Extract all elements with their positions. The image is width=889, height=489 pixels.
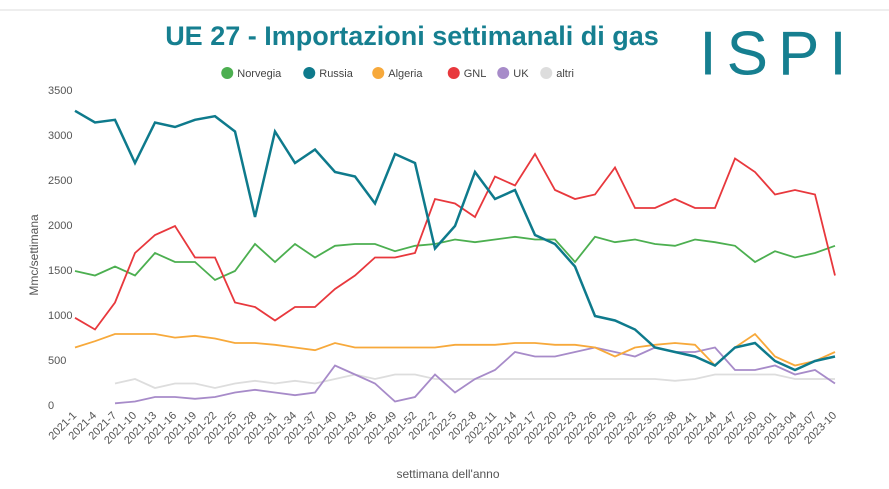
series-line <box>114 373 835 389</box>
legend-label: altri <box>556 68 574 80</box>
legend-label: Norvegia <box>237 68 282 80</box>
series-line <box>74 109 836 372</box>
y-tick-label: 3500 <box>48 85 72 97</box>
legend-marker <box>497 67 510 79</box>
y-tick-label: 1500 <box>48 265 72 277</box>
legend-label: Russia <box>319 68 354 80</box>
y-tick-label: 3000 <box>48 130 72 142</box>
series-line <box>114 346 836 405</box>
legend-marker <box>372 67 385 79</box>
legend-marker <box>540 67 553 79</box>
y-tick-label: 1000 <box>48 310 72 322</box>
series-line <box>74 332 836 367</box>
legend-marker <box>447 67 460 79</box>
chart-title: UE 27 - Importazioni settimanali di gas <box>165 21 659 51</box>
series-line <box>74 152 836 331</box>
legend-marker <box>303 67 316 79</box>
series-line <box>74 235 836 282</box>
legend-label: UK <box>513 68 529 80</box>
x-axis-label: settimana dell'anno <box>396 467 499 481</box>
logo: ISPI <box>699 19 856 88</box>
y-tick-label: 2500 <box>48 175 72 187</box>
legend-label: GNL <box>464 68 487 80</box>
y-axis-label: Mmc/settimana <box>27 214 41 296</box>
legend-marker <box>221 67 234 79</box>
y-tick-label: 500 <box>48 355 66 367</box>
y-tick-label: 2000 <box>48 220 72 232</box>
legend-label: Algeria <box>388 68 423 80</box>
y-tick-label: 0 <box>48 400 54 412</box>
